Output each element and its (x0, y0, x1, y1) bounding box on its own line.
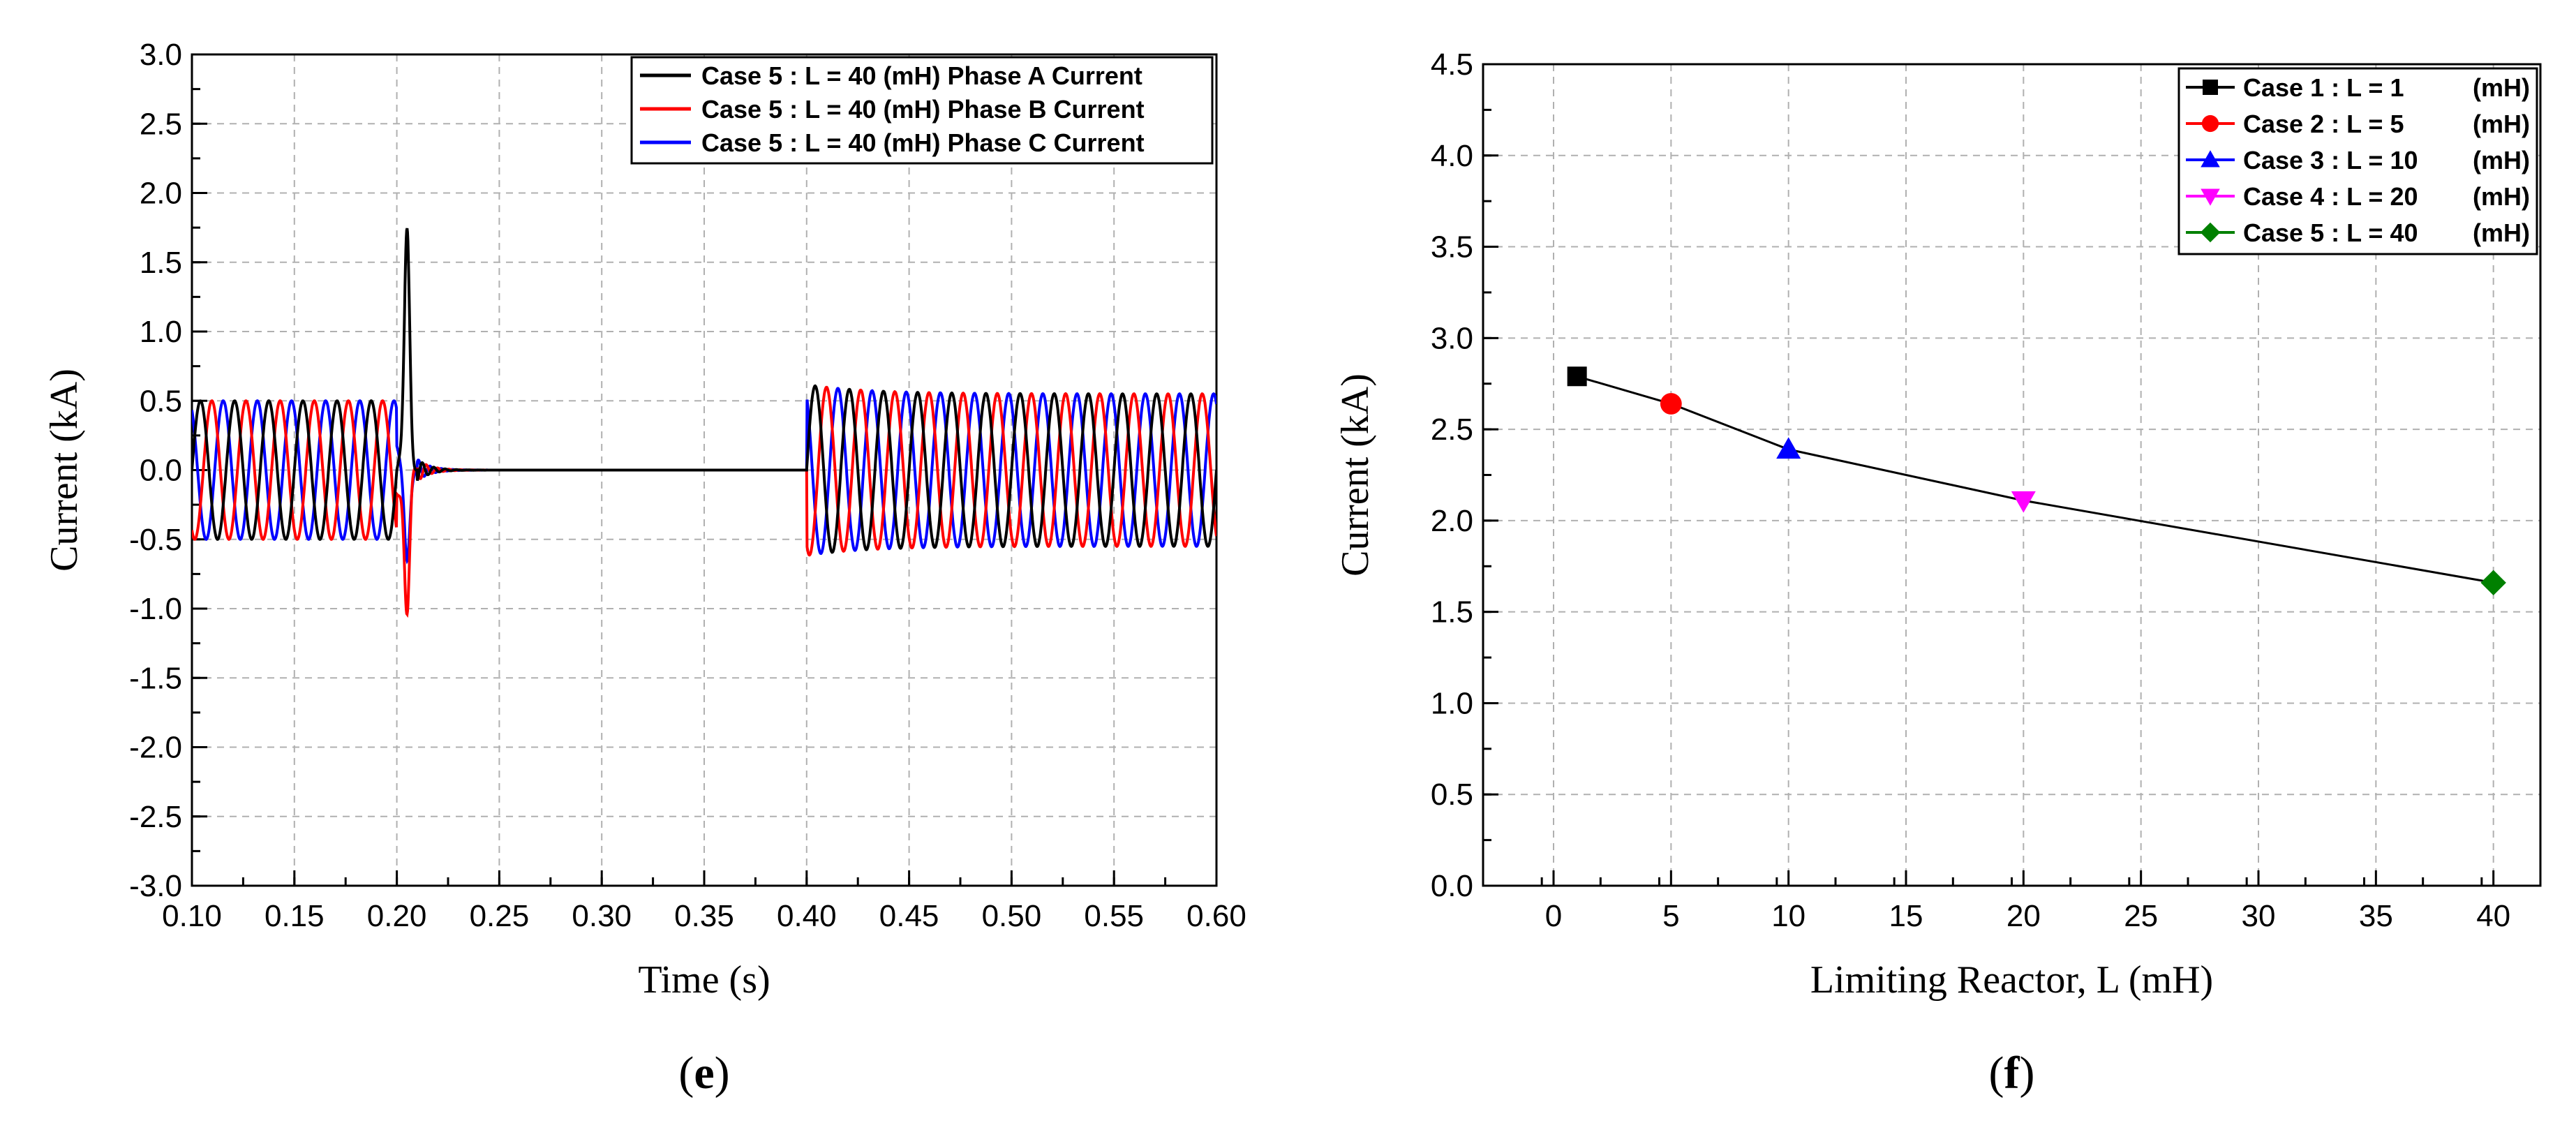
f-legend-label-1: Case 1 : L = 1 (2243, 73, 2404, 102)
e-xtick-label: 0.15 (265, 899, 325, 933)
f-ytick-label: 3.0 (1431, 321, 1473, 355)
e-legend: Case 5 : L = 40 (mH) Phase A Current Case… (630, 56, 1214, 165)
f-ytick-label: 0.0 (1431, 869, 1473, 903)
f-series-line (1577, 375, 2494, 584)
f-xtick-label: 30 (2242, 899, 2276, 933)
e-legend-label-2: Case 5 : L = 40 (mH) Phase B Current (701, 95, 1145, 124)
f-legend-label-3: Case 3 : L = 10 (2243, 146, 2418, 174)
f-legend: Case 1 : L = 1 (mH) Case 2 : L = 5 (mH) Case… (2177, 67, 2538, 255)
e-ytick-label: 3.0 (140, 38, 182, 72)
f-panel-label: (f) (1989, 1048, 2035, 1099)
f-xlabel: Limiting Reactor, L (mH) (1810, 958, 2213, 1002)
f-xtick-label: 25 (2124, 899, 2158, 933)
f-legend-swatch-marker-2 (2201, 114, 2219, 133)
e-xtick-label: 0.50 (982, 899, 1042, 933)
f-panel-paren: ) (2019, 1048, 2034, 1099)
f-panel-paren: ( (1989, 1048, 2004, 1099)
f-point-3 (1776, 437, 1801, 459)
f-point-4 (2011, 491, 2036, 513)
e-xtick-label: 0.10 (162, 899, 222, 933)
e-series-group (192, 228, 1216, 618)
f-ytick-label: 3.5 (1431, 230, 1473, 265)
f-xtick-label: 5 (1662, 899, 1679, 933)
f-xtick-label: 40 (2476, 899, 2510, 933)
f-ytick-label: 4.5 (1431, 47, 1473, 82)
chart-e: 0.10 0.15 0.20 0.25 0.30 0.35 0.40 0.45 0.50 0.55… (43, 38, 1246, 1099)
e-ylabel: Current (kA) (43, 369, 86, 572)
f-legend-label-5: Case 5 : L = 40 (2243, 218, 2418, 247)
e-xtick-label: 0.20 (367, 899, 427, 933)
e-panel-label: (e) (678, 1048, 729, 1099)
e-ytick-label: 0.5 (140, 384, 182, 418)
f-legend-box (2177, 67, 2538, 255)
f-point-5 (2480, 570, 2506, 596)
e-ticks (191, 53, 1218, 887)
f-ytick-label: 2.5 (1431, 412, 1473, 447)
f-xtick-label: 20 (2007, 899, 2041, 933)
e-panel-letter: e (694, 1048, 714, 1099)
f-legend-unit-3: (mH) (2473, 146, 2530, 174)
f-xtick-label: 15 (1889, 899, 1923, 933)
f-xtick-label: 35 (2359, 899, 2393, 933)
e-ytick-label: -1.0 (129, 592, 182, 626)
e-ytick-label: -2.5 (129, 800, 182, 834)
f-legend-swatch-marker-1 (2203, 80, 2218, 95)
e-panel-paren: ) (715, 1048, 730, 1099)
f-legend-label-4: Case 4 : L = 20 (2243, 182, 2418, 211)
e-panel-paren: ( (678, 1048, 694, 1099)
e-xtick-label: 0.60 (1186, 899, 1246, 933)
f-xtick-label: 10 (1771, 899, 1806, 933)
f-ytick-label: 0.5 (1431, 778, 1473, 812)
f-legend-unit-1: (mH) (2473, 73, 2530, 102)
f-legend-swatch-marker-5 (2200, 222, 2221, 243)
e-xtick-label: 0.45 (879, 899, 939, 933)
e-ytick-label: 0.0 (140, 454, 182, 488)
e-xtick-label: 0.25 (470, 899, 530, 933)
e-xlabel: Time (s) (638, 958, 770, 1002)
f-legend-swatch-marker-3 (2201, 150, 2220, 168)
e-legend-label-3: Case 5 : L = 40 (mH) Phase C Current (701, 128, 1145, 157)
f-ytick-label: 1.0 (1431, 686, 1473, 720)
f-legend-unit-2: (mH) (2473, 110, 2530, 138)
e-ytick-label: 2.5 (140, 107, 182, 141)
chart-f: 0 5 10 15 20 25 30 35 40 4.5 4.0 3.5 3.0 2.5 2.0 1.5 1.0… (1334, 47, 2542, 1099)
f-ytick-label: 4.0 (1431, 139, 1473, 173)
f-ytick-label: 1.5 (1431, 595, 1473, 630)
f-legend-label-2: Case 2 : L = 5 (2243, 110, 2404, 138)
f-ticks (1482, 63, 2542, 887)
e-legend-label-1: Case 5 : L = 40 (mH) Phase A Current (701, 61, 1142, 90)
e-series-line-1 (192, 228, 1216, 554)
e-ytick-label: -2.0 (129, 731, 182, 765)
e-ytick-label: 2.0 (140, 177, 182, 211)
e-ytick-label: -0.5 (129, 523, 182, 557)
f-legend-unit-5: (mH) (2473, 218, 2530, 247)
e-xtick-label: 0.35 (674, 899, 734, 933)
e-ytick-label: -1.5 (129, 661, 182, 695)
f-point-1 (1567, 366, 1587, 387)
f-legend-swatch-marker-4 (2201, 188, 2220, 206)
e-legend-box (630, 56, 1214, 165)
f-legend-unit-4: (mH) (2473, 182, 2530, 211)
f-ytick-label: 2.0 (1431, 504, 1473, 538)
f-xtick-label: 0 (1545, 899, 1562, 933)
f-point-2 (1660, 393, 1682, 415)
e-xtick-label: 0.40 (777, 899, 837, 933)
e-ytick-label: 1.0 (140, 315, 182, 349)
e-ytick-label: 1.5 (140, 246, 182, 280)
e-xtick-label: 0.30 (572, 899, 632, 933)
f-ylabel: Current (kA) (1334, 373, 1377, 577)
e-ytick-label: -3.0 (129, 869, 182, 903)
e-xtick-label: 0.55 (1084, 899, 1144, 933)
f-panel-letter: f (2004, 1048, 2020, 1099)
